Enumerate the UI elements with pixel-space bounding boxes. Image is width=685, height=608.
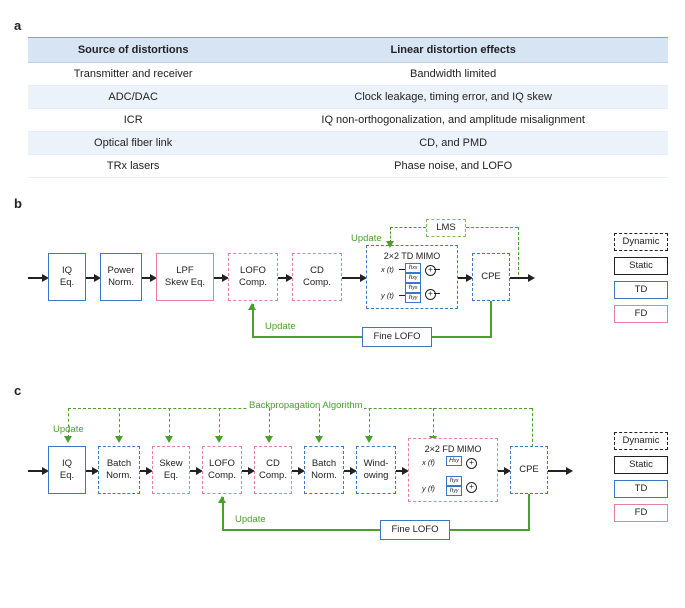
block-cpe: CPE	[472, 253, 510, 301]
block-fine-lofo: Fine LOFO	[362, 327, 432, 347]
cell: Optical fiber link	[28, 132, 238, 155]
legend-static: Static	[614, 456, 668, 474]
block-lofo-comp: LOFO Comp.	[228, 253, 278, 301]
legend-dynamic: Dynamic	[614, 233, 668, 251]
legend-c: Dynamic Static TD FD	[614, 432, 668, 528]
lms-line	[518, 227, 519, 275]
fine-line	[490, 301, 492, 337]
lms-line	[390, 227, 426, 228]
bp-label: Backpropagation Algorithm	[248, 400, 364, 411]
cell: TRx lasers	[28, 155, 238, 178]
block-cpe: CPE	[510, 446, 548, 494]
block-lms: LMS	[426, 219, 466, 237]
block-batch-norm-1: Batch Norm.	[98, 446, 140, 494]
block-power-norm: Power Norm.	[100, 253, 142, 301]
legend-td: TD	[614, 480, 668, 498]
cell: Transmitter and receiver	[28, 63, 238, 86]
diagram-b: IQ Eq. Power Norm. LPF Skew Eq. LOFO Com…	[28, 215, 668, 365]
cell: IQ non-orthogonalization, and amplitude …	[238, 109, 668, 132]
arrowhead-down	[386, 241, 394, 252]
mimo-x-in: x (f)	[422, 458, 435, 467]
block-iq-eq: IQ Eq.	[48, 253, 86, 301]
block-windowing: Wind- owing	[356, 446, 396, 494]
update-label: Update	[234, 514, 267, 525]
cell: Bandwidth limited	[238, 63, 668, 86]
mimo-x-in: x (t)	[381, 265, 394, 274]
legend-fd: FD	[614, 504, 668, 522]
cell: Clock leakage, timing error, and IQ skew	[238, 86, 668, 109]
mimo-title: 2×2 TD MIMO	[384, 251, 441, 262]
block-fd-mimo: 2×2 FD MIMO x (f) y (f) Hxx Hxy hyx hyy …	[408, 438, 498, 502]
fine-line	[252, 336, 362, 338]
panel-b-label: b	[14, 196, 671, 211]
lms-line	[466, 227, 518, 228]
legend-fd: FD	[614, 305, 668, 323]
cell: ADC/DAC	[28, 86, 238, 109]
block-lpf-skew: LPF Skew Eq.	[156, 253, 214, 301]
mimo-inner: x (f) y (f) Hxx Hxy hyx hyy + +	[424, 456, 482, 496]
block-lofo-comp: LOFO Comp.	[202, 446, 242, 494]
block-cd-comp: CD Comp.	[254, 446, 292, 494]
block-batch-norm-2: Batch Norm.	[304, 446, 344, 494]
update-label: Update	[350, 233, 383, 244]
cell: Phase noise, and LOFO	[238, 155, 668, 178]
block-td-mimo: 2×2 TD MIMO x (t) y (t) hxx hxy hyx hyy …	[366, 245, 458, 309]
th-effects: Linear distortion effects	[238, 38, 668, 63]
legend-static: Static	[614, 257, 668, 275]
mimo-y-in: y (t)	[381, 291, 394, 300]
block-skew-eq: Skew Eq.	[152, 446, 190, 494]
arrowhead-up	[248, 299, 256, 310]
cell: ICR	[28, 109, 238, 132]
distortion-table: Source of distortions Linear distortion …	[28, 38, 668, 178]
legend-td: TD	[614, 281, 668, 299]
update-label: Update	[264, 321, 297, 332]
legend-dynamic: Dynamic	[614, 432, 668, 450]
cell: CD, and PMD	[238, 132, 668, 155]
legend-b: Dynamic Static TD FD	[614, 233, 668, 329]
mimo-y-in: y (f)	[422, 484, 435, 493]
panel-a-label: a	[14, 18, 671, 33]
diagram-c: Backpropagation Algorithm Update IQ Eq. …	[28, 402, 668, 572]
fine-line	[432, 336, 492, 338]
panel-c-label: c	[14, 383, 671, 398]
mimo-inner: x (t) y (t) hxx hxy hyx hyy + +	[383, 263, 441, 303]
block-fine-lofo: Fine LOFO	[380, 520, 450, 540]
block-cd-comp: CD Comp.	[292, 253, 342, 301]
block-iq-eq: IQ Eq.	[48, 446, 86, 494]
th-source: Source of distortions	[28, 38, 238, 63]
mimo-title: 2×2 FD MIMO	[425, 444, 482, 455]
